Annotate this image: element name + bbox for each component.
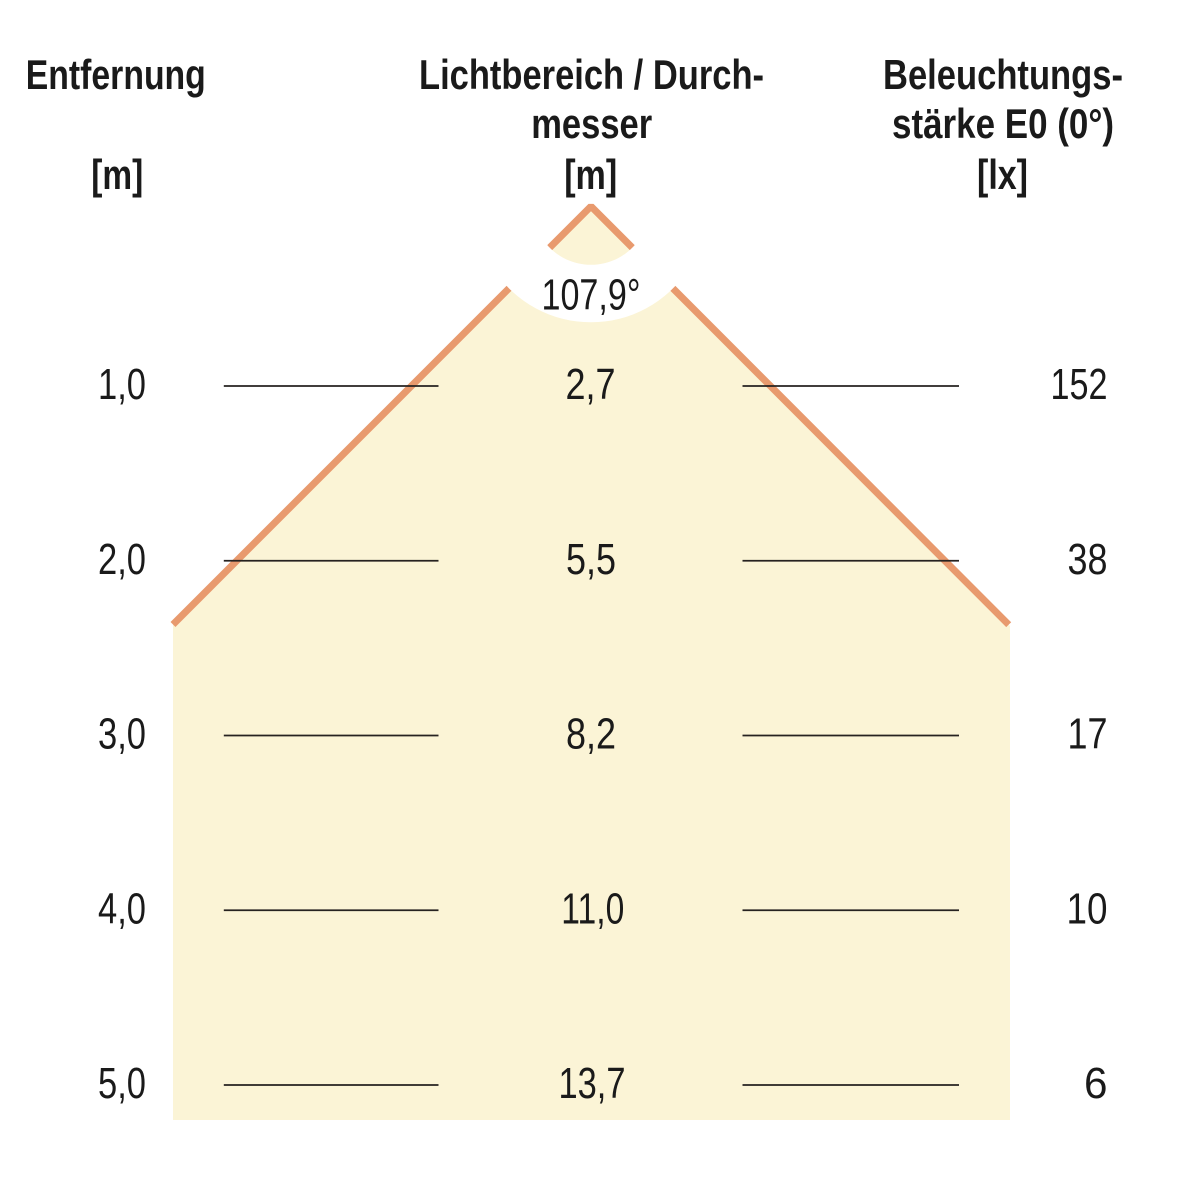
svg-text:2,7: 2,7 bbox=[566, 361, 616, 409]
svg-text:[m]: [m] bbox=[564, 151, 617, 198]
svg-text:4,0: 4,0 bbox=[98, 885, 146, 933]
svg-text:Lichtbereich / Durch-: Lichtbereich / Durch- bbox=[419, 51, 764, 98]
svg-text:8,2: 8,2 bbox=[566, 711, 616, 759]
svg-text:stärke E0 (0°): stärke E0 (0°) bbox=[892, 100, 1114, 147]
svg-text:1,0: 1,0 bbox=[98, 361, 146, 409]
svg-text:5,5: 5,5 bbox=[566, 536, 616, 584]
svg-text:2,0: 2,0 bbox=[98, 536, 146, 584]
svg-text:[lx]: [lx] bbox=[977, 151, 1028, 198]
svg-text:5,0: 5,0 bbox=[98, 1060, 146, 1108]
svg-text:38: 38 bbox=[1068, 536, 1108, 584]
svg-text:17: 17 bbox=[1068, 711, 1108, 759]
svg-text:10: 10 bbox=[1067, 885, 1108, 933]
svg-text:6: 6 bbox=[1084, 1060, 1108, 1108]
svg-text:107,9°: 107,9° bbox=[542, 272, 641, 320]
svg-text:13,7: 13,7 bbox=[559, 1060, 626, 1108]
svg-text:Entfernung: Entfernung bbox=[26, 51, 206, 98]
svg-text:152: 152 bbox=[1051, 361, 1108, 409]
svg-text:11,0: 11,0 bbox=[561, 885, 624, 933]
svg-text:[m]: [m] bbox=[91, 151, 143, 198]
svg-text:3,0: 3,0 bbox=[98, 711, 146, 759]
svg-text:Beleuchtungs-: Beleuchtungs- bbox=[883, 51, 1123, 98]
svg-text:messer: messer bbox=[531, 100, 652, 147]
